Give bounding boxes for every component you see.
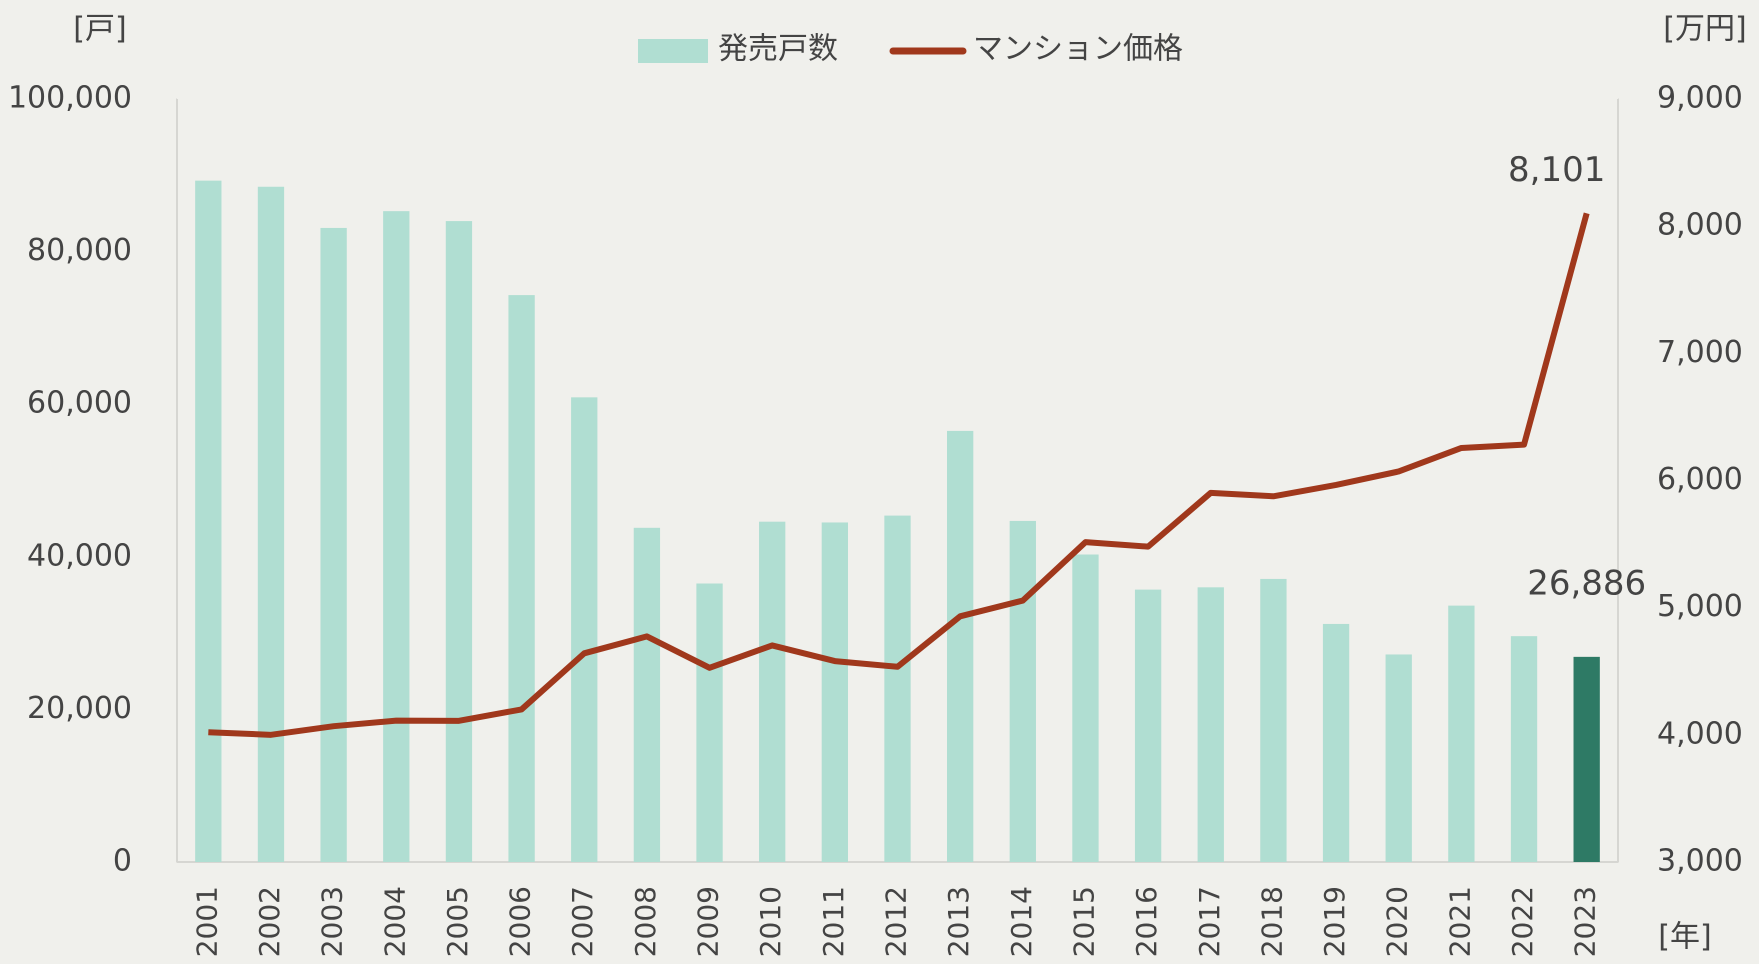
x-tick-label: 2013 xyxy=(942,886,975,957)
y-tick-label: 40,000 xyxy=(27,538,132,573)
x-tick-label: 2009 xyxy=(692,886,725,957)
bar xyxy=(1260,578,1287,862)
line xyxy=(208,212,1590,738)
bar xyxy=(821,522,849,862)
y-tick-label: 60,000 xyxy=(27,386,132,421)
bar xyxy=(508,295,535,862)
x-tick-label: 2015 xyxy=(1067,886,1100,957)
y2-tick-label: 7,000 xyxy=(1657,335,1743,370)
y-tick-label: 100,000 xyxy=(8,81,132,116)
y-axis-label: [戸] xyxy=(73,12,126,47)
bar xyxy=(320,227,347,862)
x-tick-label: 2010 xyxy=(754,886,787,957)
bar xyxy=(1510,636,1538,862)
x-tick-label: 2008 xyxy=(629,886,662,957)
x-tick-label: 2016 xyxy=(1130,886,1163,957)
y2-tick-label: 9,000 xyxy=(1657,81,1743,116)
x-tick-label: 2022 xyxy=(1506,886,1539,957)
bar xyxy=(1009,520,1036,862)
bar xyxy=(1072,554,1099,862)
y-tick-label: 0 xyxy=(113,844,132,879)
x-tick-label: 2005 xyxy=(441,886,474,957)
x-tick-label: 2019 xyxy=(1318,886,1351,957)
bar xyxy=(383,211,410,862)
x-tick-label: 2003 xyxy=(316,886,349,957)
y2-axis-label: [万円] xyxy=(1663,12,1746,47)
x-tick-label: 2007 xyxy=(566,886,599,957)
legend-label: 発売戸数 xyxy=(718,32,838,67)
bar xyxy=(257,186,285,862)
x-tick-label: 2011 xyxy=(817,886,850,957)
bar xyxy=(445,221,473,862)
x-axis-label: [年] xyxy=(1658,920,1711,955)
y2-tick-label: 3,000 xyxy=(1657,844,1743,879)
bar xyxy=(1197,587,1224,862)
x-tick-label: 2012 xyxy=(880,886,913,957)
bar xyxy=(1134,589,1162,862)
y2-tick-label: 5,000 xyxy=(1657,589,1743,624)
x-tick-label: 2014 xyxy=(1005,886,1038,957)
y2-tick-label: 4,000 xyxy=(1657,716,1743,751)
x-tick-label: 2017 xyxy=(1193,886,1226,957)
x-tick-label: 2004 xyxy=(378,886,411,957)
bar xyxy=(696,583,723,862)
y2-tick-label: 8,000 xyxy=(1657,208,1743,243)
bar xyxy=(1385,654,1412,862)
x-tick-label: 2021 xyxy=(1443,886,1476,957)
y-tick-label: 80,000 xyxy=(27,233,132,268)
x-tick-label: 2006 xyxy=(504,886,537,957)
bar xyxy=(946,430,974,862)
bar xyxy=(1448,605,1475,862)
x-tick-label: 2020 xyxy=(1381,886,1414,957)
legend-swatch xyxy=(638,39,708,63)
bar xyxy=(633,527,661,862)
y-tick-label: 20,000 xyxy=(27,691,132,726)
x-tick-label: 2002 xyxy=(253,886,286,957)
data-label: 8,101 xyxy=(1508,150,1605,190)
bar xyxy=(759,521,786,862)
bar xyxy=(1322,623,1350,862)
y2-tick-label: 6,000 xyxy=(1657,462,1743,497)
legend-label: マンション価格 xyxy=(973,32,1183,67)
data-label: 26,886 xyxy=(1527,563,1646,603)
bar xyxy=(571,397,598,862)
bar xyxy=(884,515,911,862)
x-tick-label: 2018 xyxy=(1255,886,1288,957)
bar xyxy=(1573,656,1600,862)
x-tick-label: 2023 xyxy=(1569,886,1602,957)
x-tick-label: 2001 xyxy=(190,886,223,957)
bar xyxy=(195,180,222,863)
